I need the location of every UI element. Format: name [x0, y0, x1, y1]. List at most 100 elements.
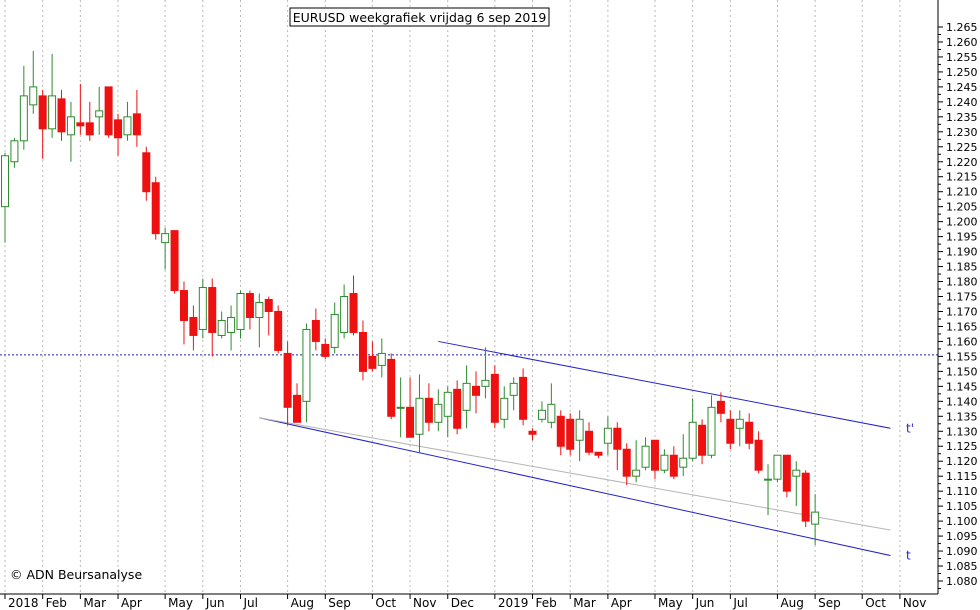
- candle: [57, 89, 66, 141]
- candle: [170, 230, 179, 294]
- candle: [613, 422, 622, 471]
- candle: [801, 470, 810, 528]
- candle-body-up: [396, 406, 405, 409]
- candle: [387, 353, 396, 420]
- candle-body-down: [132, 113, 141, 136]
- candle: [462, 365, 471, 429]
- candle: [519, 368, 528, 426]
- candle-body-up: [443, 391, 452, 417]
- x-tick-label: Mar: [83, 596, 106, 610]
- candle-body-down: [754, 439, 763, 471]
- candle: [76, 83, 85, 135]
- x-tick-label: Oct: [375, 596, 396, 610]
- y-tick-label: 1.125: [946, 440, 978, 453]
- candle: [19, 65, 28, 150]
- y-tick-label: 1.140: [946, 395, 978, 408]
- candle: [311, 308, 320, 351]
- y-tick-label: 1.200: [946, 216, 978, 229]
- candle: [161, 227, 170, 270]
- candle-body-down: [311, 319, 320, 342]
- candle: [340, 284, 349, 339]
- y-axis: 1.080 1.085 1.090 1.095 1.100 1.105 1.110 1.115…: [937, 0, 978, 594]
- candle-body-up: [302, 328, 311, 402]
- candle: [415, 374, 424, 453]
- candle-body-up: [632, 469, 641, 477]
- y-tick-label: 1.105: [946, 500, 978, 513]
- candle-body-down: [349, 293, 358, 333]
- chart-title-box: EURUSD weekgrafiek vrijdag 6 sep 2019: [289, 7, 550, 27]
- candle: [585, 422, 594, 456]
- y-tick-label: 1.080: [946, 575, 978, 588]
- candles: [1, 50, 820, 546]
- candle: [707, 395, 716, 459]
- x-tick-label: 2018: [8, 596, 39, 610]
- y-tick-label: 1.120: [946, 455, 978, 468]
- candle-body-up: [377, 352, 386, 366]
- candle: [792, 461, 801, 507]
- candle: [622, 443, 631, 486]
- candle: [293, 383, 302, 423]
- y-tick-label: 1.195: [946, 231, 978, 244]
- candle-body-down: [490, 373, 499, 423]
- x-tick-label: Mar: [573, 596, 596, 610]
- candle-body-down: [57, 98, 66, 133]
- candle-body-up: [19, 95, 28, 142]
- candle-body-up: [161, 233, 170, 244]
- x-tick-label: Feb: [46, 596, 67, 610]
- candle-body-up: [415, 397, 424, 435]
- candle: [29, 50, 38, 114]
- candle: [509, 377, 518, 411]
- y-tick-label: 1.175: [946, 291, 978, 304]
- candle: [198, 278, 207, 339]
- candle: [811, 494, 820, 546]
- candle-body-down: [358, 331, 367, 372]
- candle-body-up: [773, 454, 782, 480]
- candle-body-up: [198, 287, 207, 330]
- y-tick-label: 1.205: [946, 201, 978, 214]
- candle: [358, 320, 367, 381]
- candle: [274, 305, 283, 354]
- candle: [377, 338, 386, 378]
- candle-body-down: [38, 95, 47, 130]
- candle-body-up: [660, 454, 669, 471]
- chart-title: EURUSD weekgrafiek vrijdag 6 sep 2019: [293, 10, 547, 25]
- trend-label-lower: t: [906, 549, 911, 563]
- candle: [773, 454, 782, 483]
- y-tick-label: 1.210: [946, 186, 978, 199]
- candle-body-down: [585, 430, 594, 453]
- candle: [566, 413, 575, 456]
- candle-body-down: [424, 397, 433, 423]
- y-tick-label: 1.170: [946, 305, 978, 318]
- candle: [669, 446, 678, 480]
- candle: [481, 347, 490, 399]
- y-tick-label: 1.160: [946, 335, 978, 348]
- candle: [245, 290, 254, 330]
- candle-body-up: [1, 155, 9, 208]
- candle: [330, 302, 339, 354]
- candle-body-down: [669, 454, 678, 477]
- candle-body-down: [613, 427, 622, 450]
- y-tick-label: 1.265: [946, 21, 978, 34]
- x-tick-label: Apr: [121, 596, 142, 610]
- x-tick-label: Jul: [732, 596, 747, 610]
- candle: [453, 380, 462, 435]
- candle-body-up: [340, 296, 349, 333]
- candle: [368, 341, 377, 372]
- y-tick-label: 1.135: [946, 410, 978, 423]
- candle-body-down: [170, 230, 179, 292]
- y-tick-label: 1.240: [946, 96, 978, 109]
- candle: [255, 293, 264, 348]
- candle: [679, 434, 688, 477]
- candle-body-down: [556, 415, 565, 447]
- candle: [283, 341, 292, 426]
- candle: [603, 416, 612, 456]
- y-tick-label: 1.095: [946, 530, 978, 543]
- candle: [575, 410, 584, 462]
- x-tick-label: Feb: [536, 596, 557, 610]
- candle-body-up: [603, 427, 612, 444]
- candle-body-up: [330, 313, 339, 348]
- candle: [688, 398, 697, 462]
- candle: [189, 305, 198, 351]
- y-tick-label: 1.245: [946, 81, 978, 94]
